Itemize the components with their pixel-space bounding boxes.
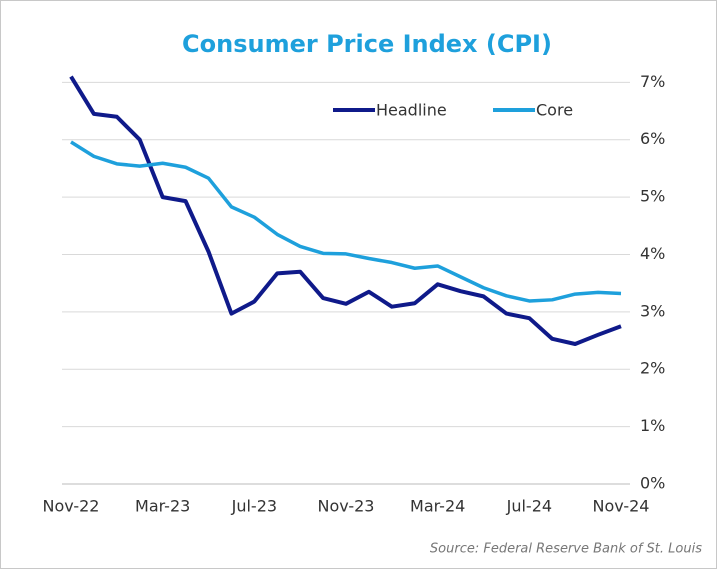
y-tick-label: 5%: [640, 187, 665, 206]
y-tick-label: 3%: [640, 301, 665, 320]
y-tick-label: 0%: [640, 474, 665, 493]
y-tick-label: 6%: [640, 129, 665, 148]
x-tick-label: Mar-24: [410, 497, 465, 516]
x-tick-label: Mar-23: [135, 497, 190, 516]
legend-label: Core: [536, 101, 573, 120]
x-tick-label: Nov-22: [43, 497, 100, 516]
y-tick-label: 7%: [640, 72, 665, 91]
x-tick-label: Nov-24: [593, 497, 650, 516]
y-tick-label: 4%: [640, 244, 665, 263]
y-tick-label: 2%: [640, 359, 665, 378]
x-tick-label: Nov-23: [318, 497, 375, 516]
x-tick-label: Jul-24: [506, 497, 552, 516]
y-tick-label: 1%: [640, 416, 665, 435]
chart-title: Consumer Price Index (CPI): [182, 30, 552, 58]
line-series: [69, 75, 622, 346]
x-tick-label: Jul-23: [231, 497, 277, 516]
source: Source: Federal Reserve Bank of St. Loui…: [430, 542, 702, 557]
line-series: [70, 140, 622, 303]
legend-label: Headline: [376, 101, 447, 120]
